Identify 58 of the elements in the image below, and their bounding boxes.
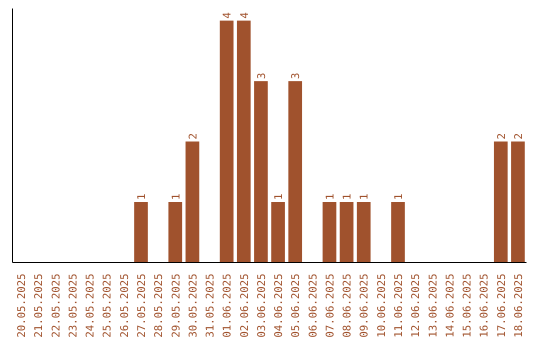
bar <box>254 81 268 262</box>
x-tick-label: 08.06.2025 <box>340 274 354 338</box>
x-tick-label: 23.05.2025 <box>66 274 80 338</box>
data-label: 1 <box>392 194 405 200</box>
x-tick-label: 01.06.2025 <box>220 274 234 338</box>
data-label: 2 <box>494 133 508 140</box>
x-tick-label: 27.05.2025 <box>135 274 148 338</box>
data-label: 1 <box>340 194 354 200</box>
x-tick-label: 20.05.2025 <box>15 274 28 338</box>
data-label: 3 <box>254 72 268 80</box>
x-tick-label: 10.06.2025 <box>374 274 388 338</box>
x-tick-label: 11.06.2025 <box>392 274 405 338</box>
x-tick-label: 13.06.2025 <box>426 274 440 338</box>
data-label: 4 <box>238 12 251 19</box>
x-tick-label: 30.05.2025 <box>186 274 200 338</box>
x-tick-label: 29.05.2025 <box>169 274 182 338</box>
x-tick-label: 15.06.2025 <box>460 274 474 338</box>
data-label: 1 <box>358 194 371 200</box>
x-tick-label: 06.06.2025 <box>306 274 320 338</box>
x-tick-label: 22.05.2025 <box>49 274 62 338</box>
data-label: 1 <box>169 194 182 200</box>
data-label: 1 <box>135 194 148 200</box>
x-tick-label: 14.06.2025 <box>443 274 456 338</box>
x-tick-label: 09.06.2025 <box>358 274 371 338</box>
x-tick-label: 07.06.2025 <box>323 274 336 338</box>
x-tick-label: 17.06.2025 <box>494 274 508 338</box>
x-tick-label: 28.05.2025 <box>152 274 166 338</box>
bar <box>271 202 285 262</box>
bar <box>391 202 405 262</box>
x-tick-label: 25.05.2025 <box>100 274 114 338</box>
bar <box>288 81 302 262</box>
data-label: 2 <box>512 133 525 140</box>
x-tick-label: 02.06.2025 <box>238 274 251 338</box>
x-tick-label: 03.06.2025 <box>254 274 268 338</box>
bar <box>494 142 508 262</box>
x-tick-label: 05.06.2025 <box>289 274 302 338</box>
bar <box>168 202 182 262</box>
x-tick-label: 04.06.2025 <box>272 274 286 338</box>
bar <box>220 20 234 262</box>
data-label: 3 <box>289 72 302 80</box>
bar <box>340 202 354 262</box>
x-tick-label: 12.06.2025 <box>409 274 422 338</box>
data-label: 1 <box>323 194 336 200</box>
bar <box>134 202 148 262</box>
bar <box>511 142 525 262</box>
x-tick-label: 18.06.2025 <box>512 274 525 338</box>
x-tick-label: 26.05.2025 <box>118 274 131 338</box>
data-label: 4 <box>220 12 234 19</box>
data-label: 1 <box>272 194 286 200</box>
bar <box>186 142 200 262</box>
x-tick-label: 21.05.2025 <box>32 274 46 338</box>
x-tick-label: 31.05.2025 <box>204 274 217 338</box>
x-tick-label: 16.06.2025 <box>478 274 491 338</box>
bar <box>322 202 336 262</box>
x-tick-label: 24.05.2025 <box>84 274 97 338</box>
bar <box>356 202 371 262</box>
data-label: 2 <box>186 133 200 140</box>
bar <box>236 20 251 262</box>
